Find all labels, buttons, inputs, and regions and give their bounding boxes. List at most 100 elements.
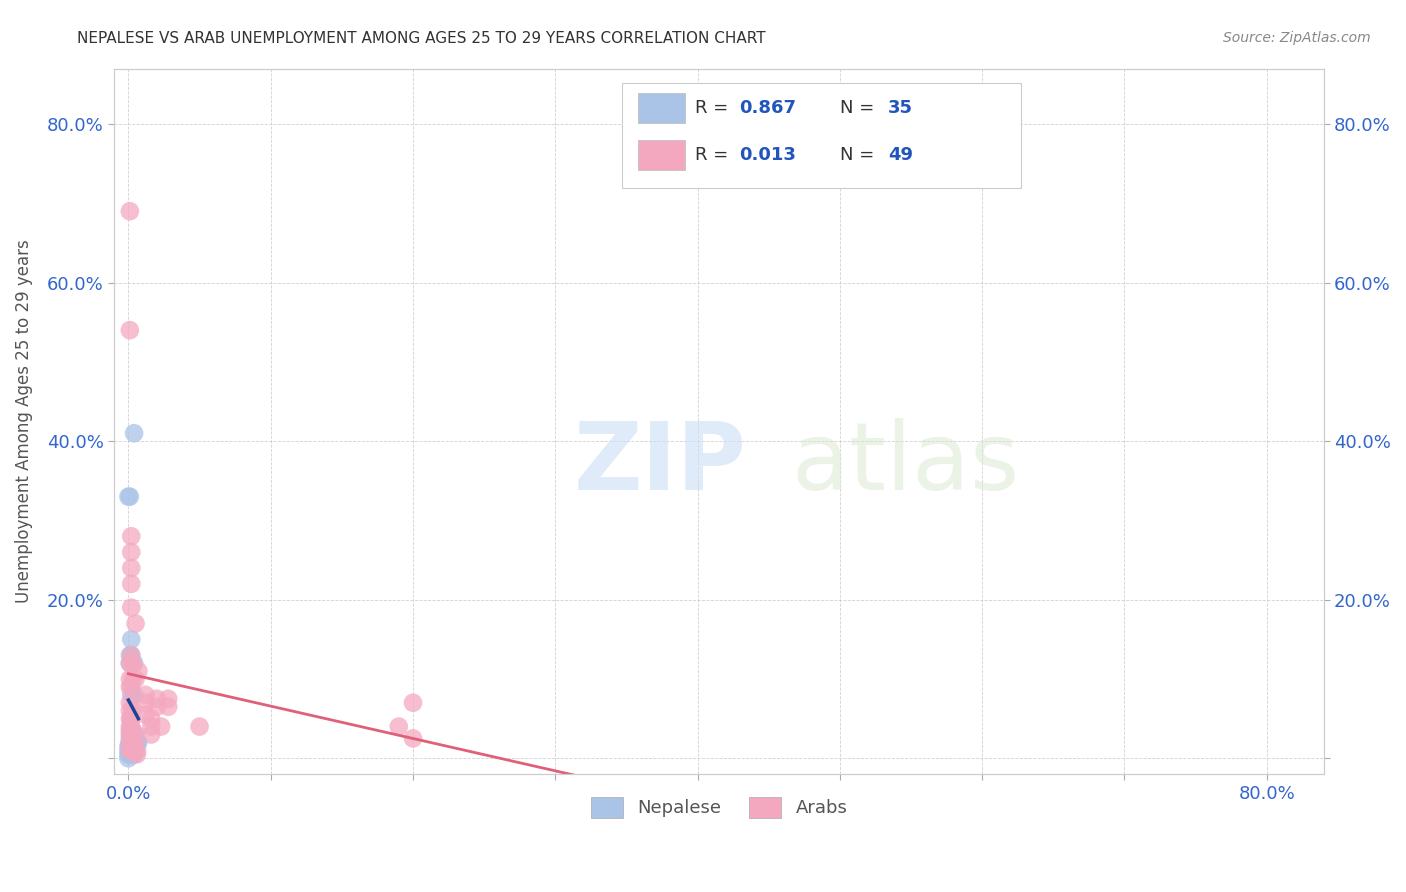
Point [122,743,145,757]
Text: atlas: atlas [792,417,1019,509]
Point [118,696,141,710]
Point [127,664,149,678]
FancyBboxPatch shape [638,141,685,170]
Point [124,727,146,741]
Text: N =: N = [839,146,880,164]
Point [122,727,145,741]
Point [117,751,139,765]
Point [120,712,142,726]
Point [120,648,142,663]
Point [120,731,142,746]
Point [122,735,145,749]
Legend: Nepalese, Arabs: Nepalese, Arabs [583,789,855,825]
Point [118,712,141,726]
Point [124,672,146,686]
Point [146,699,169,714]
Point [118,648,141,663]
Point [117,739,139,754]
Point [120,600,142,615]
Point [118,204,141,219]
Point [121,739,143,754]
Point [125,747,148,762]
Point [120,529,142,543]
Point [121,656,143,670]
Point [118,727,141,741]
Text: R =: R = [695,146,734,164]
Point [120,688,142,702]
Point [122,688,145,702]
Point [118,323,141,337]
Point [150,720,173,734]
FancyBboxPatch shape [638,94,685,123]
Point [120,720,142,734]
Text: 0.867: 0.867 [740,99,797,117]
Point [120,727,142,741]
Point [120,545,142,559]
Point [124,739,146,754]
Point [118,739,141,754]
Point [141,712,163,726]
Point [120,735,142,749]
Point [141,727,163,741]
Point [134,688,156,702]
Point [124,735,146,749]
Point [134,707,156,722]
Point [118,720,141,734]
Point [118,731,141,746]
Point [118,743,141,757]
Point [120,743,142,757]
Point [157,699,180,714]
Point [118,656,141,670]
Point [146,691,169,706]
Point [402,731,425,746]
Point [122,656,145,670]
Text: Source: ZipAtlas.com: Source: ZipAtlas.com [1223,31,1371,45]
Point [120,712,142,726]
Point [120,680,142,694]
Point [188,720,211,734]
Point [157,691,180,706]
Text: ZIP: ZIP [574,417,747,509]
Point [402,696,425,710]
Point [117,743,139,757]
Point [125,743,148,757]
Point [388,720,411,734]
FancyBboxPatch shape [623,83,1021,188]
Point [118,680,141,694]
Point [118,490,141,504]
Point [120,747,142,762]
Text: 49: 49 [889,146,914,164]
Point [118,735,141,749]
Point [118,723,141,738]
Point [122,747,145,762]
Point [121,672,143,686]
Point [121,747,143,762]
Point [120,648,142,663]
Point [127,735,149,749]
Point [118,743,141,757]
Point [118,704,141,718]
Text: R =: R = [695,99,734,117]
Text: 35: 35 [889,99,914,117]
Point [120,727,142,741]
Point [118,656,141,670]
Point [125,735,148,749]
Point [121,704,143,718]
Point [124,616,146,631]
Point [117,490,139,504]
Point [118,672,141,686]
Point [120,561,142,575]
Point [141,720,163,734]
Text: NEPALESE VS ARAB UNEMPLOYMENT AMONG AGES 25 TO 29 YEARS CORRELATION CHART: NEPALESE VS ARAB UNEMPLOYMENT AMONG AGES… [77,31,766,46]
Point [118,735,141,749]
Text: 0.013: 0.013 [740,146,796,164]
Point [117,747,139,762]
Text: N =: N = [839,99,880,117]
Point [134,696,156,710]
Point [120,632,142,647]
Point [120,739,142,754]
Y-axis label: Unemployment Among Ages 25 to 29 years: Unemployment Among Ages 25 to 29 years [15,239,32,603]
Point [121,723,143,738]
Point [120,577,142,591]
Point [120,743,142,757]
